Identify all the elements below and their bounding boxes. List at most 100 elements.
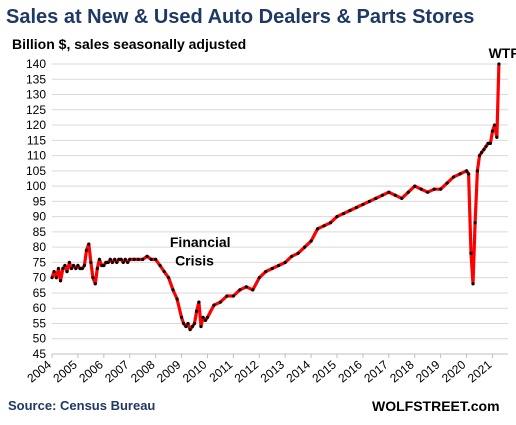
data-point xyxy=(467,172,471,176)
series-line xyxy=(50,63,501,332)
data-point xyxy=(182,321,186,326)
data-point xyxy=(136,257,140,261)
data-point xyxy=(166,276,171,280)
data-point xyxy=(393,193,397,197)
data-point xyxy=(95,266,99,271)
data-point xyxy=(82,263,86,268)
y-tick-label: 110 xyxy=(27,149,46,163)
y-tick-label: 105 xyxy=(26,164,46,178)
data-point xyxy=(97,257,102,261)
data-point xyxy=(231,294,235,298)
data-point xyxy=(54,276,59,280)
data-point xyxy=(128,257,132,261)
annotation-label: WTF xyxy=(489,45,516,61)
data-point xyxy=(387,190,391,194)
data-point xyxy=(464,169,469,173)
data-point xyxy=(218,300,223,304)
data-point xyxy=(406,190,410,194)
data-point xyxy=(76,263,80,268)
data-point xyxy=(91,276,95,280)
data-point xyxy=(61,266,65,271)
y-tick-label: 120 xyxy=(26,118,46,132)
data-point xyxy=(303,245,307,249)
data-point xyxy=(354,205,359,210)
data-point xyxy=(71,263,76,268)
data-point xyxy=(199,324,203,329)
data-point xyxy=(296,251,300,255)
data-point xyxy=(102,263,106,268)
data-point xyxy=(123,257,127,261)
data-point xyxy=(475,169,480,173)
data-point xyxy=(264,269,268,274)
data-point xyxy=(162,269,166,274)
y-tick-label: 50 xyxy=(33,332,47,346)
x-tick-label: 2007 xyxy=(102,357,132,385)
data-point xyxy=(400,196,404,200)
data-point xyxy=(270,266,274,271)
y-tick-label: 55 xyxy=(33,316,47,330)
brand-label: WOLFSTREET.com xyxy=(372,398,500,414)
data-point xyxy=(126,260,130,265)
data-point xyxy=(106,260,110,265)
data-point xyxy=(290,254,294,258)
y-tick-label: 80 xyxy=(33,240,47,254)
y-tick-label: 60 xyxy=(33,301,47,315)
data-point xyxy=(104,260,108,265)
data-point xyxy=(426,190,430,194)
data-point xyxy=(203,318,207,323)
data-point xyxy=(74,266,78,271)
chart-title: Sales at New & Used Auto Dealers & Parts… xyxy=(6,6,475,28)
x-tick-label: 2019 xyxy=(413,357,443,385)
data-point xyxy=(473,221,477,225)
x-tick-label: 2014 xyxy=(284,357,314,385)
data-point xyxy=(328,221,333,225)
data-point xyxy=(283,260,287,265)
data-point xyxy=(439,187,443,191)
data-point xyxy=(251,288,255,292)
data-point xyxy=(477,153,482,158)
data-point xyxy=(175,297,179,301)
data-point xyxy=(361,202,365,207)
x-tick-label: 2006 xyxy=(76,357,106,385)
data-point xyxy=(93,282,97,286)
data-point xyxy=(225,294,229,298)
y-tick-label: 140 xyxy=(26,57,46,71)
data-point xyxy=(445,181,449,185)
data-point xyxy=(322,224,326,228)
y-tick-label: 135 xyxy=(26,72,46,86)
x-tick-label: 2008 xyxy=(128,357,158,385)
data-point xyxy=(469,251,473,255)
y-tick-label: 65 xyxy=(33,286,47,300)
data-point xyxy=(171,288,175,292)
data-point xyxy=(367,199,371,203)
data-point xyxy=(495,135,499,139)
y-tick-label: 130 xyxy=(26,88,46,102)
data-point xyxy=(335,215,339,219)
y-tick-label: 75 xyxy=(33,255,47,269)
data-point xyxy=(194,309,199,313)
data-point xyxy=(58,279,63,283)
x-tick-label: 2017 xyxy=(361,357,391,385)
data-point xyxy=(190,324,195,329)
y-tick-label: 70 xyxy=(33,271,47,285)
x-tick-label: 2010 xyxy=(180,357,210,385)
data-point xyxy=(374,196,378,200)
data-point xyxy=(238,288,242,292)
data-point xyxy=(484,144,488,149)
data-point xyxy=(212,303,216,307)
x-tick-label: 2011 xyxy=(207,357,236,385)
annotation-label: Crisis xyxy=(175,252,214,268)
data-point xyxy=(315,227,320,231)
x-tick-label: 2021 xyxy=(465,357,495,385)
data-point xyxy=(56,266,61,271)
data-point xyxy=(490,129,495,133)
data-point xyxy=(108,257,112,261)
data-point xyxy=(341,211,346,216)
annotation-label: Financial xyxy=(170,234,231,250)
y-tick-label: 125 xyxy=(26,103,46,117)
data-point xyxy=(188,327,192,332)
chart-subtitle: Billion $, sales seasonally adjusted xyxy=(12,36,247,52)
data-point xyxy=(78,266,82,271)
